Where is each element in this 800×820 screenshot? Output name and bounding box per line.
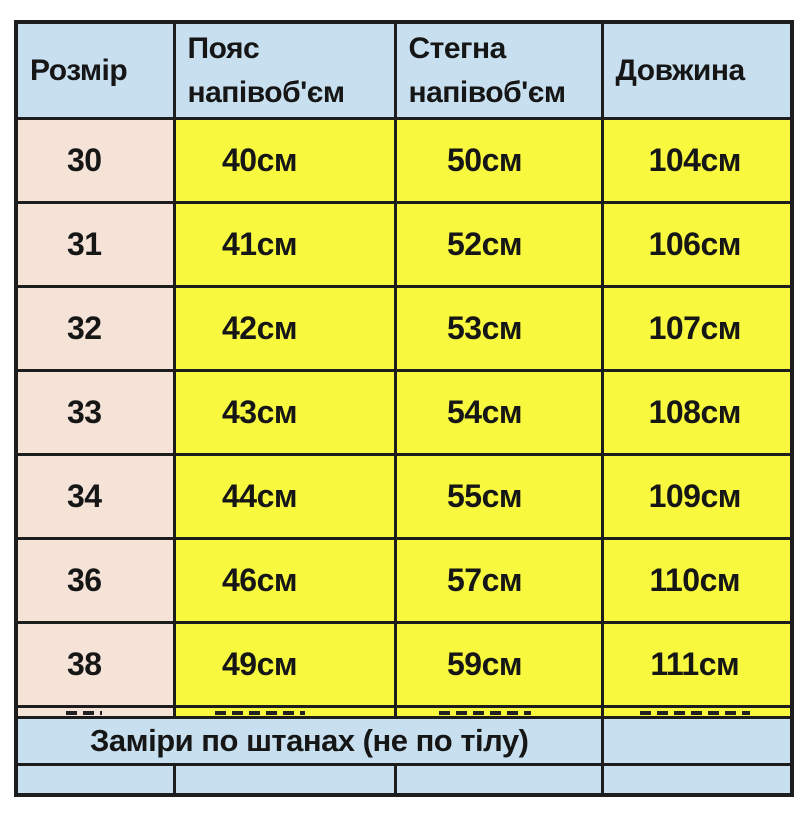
table-row-size-34: 34 44см 55см 109см [14, 453, 794, 540]
table-row-size-30: 30 40см 50см 104см [14, 117, 794, 204]
size-chart-table: Розмір Пояс напівоб'єм Стегна напівоб'єм… [14, 20, 794, 797]
size-cell: 32 [14, 285, 176, 372]
header-cell-waist: Пояс напівоб'єм [172, 20, 397, 120]
table-row-size-38: 38 49см 59см 111см [14, 621, 794, 708]
clipped-text-top [214, 711, 305, 715]
waist-value-cell: 42см [172, 285, 397, 372]
size-cell: 38 [14, 621, 176, 708]
clipped-hips-cell [393, 705, 604, 719]
hips-value-cell: 57см [393, 537, 604, 624]
waist-value-cell: 44см [172, 453, 397, 540]
empty-cell [600, 763, 794, 797]
clipped-text-top [66, 711, 103, 715]
size-cell: 30 [14, 117, 176, 204]
header-row: Розмір Пояс напівоб'єм Стегна напівоб'єм… [14, 20, 794, 120]
length-value-cell: 107см [600, 285, 794, 372]
clipped-length-cell [600, 705, 794, 719]
header-label-length: Довжина [615, 53, 746, 87]
size-cell: 31 [14, 201, 176, 288]
hips-value-cell: 59см [393, 621, 604, 708]
header-label-waist-line2: напівоб'єм [187, 75, 346, 109]
measurement-note-row: Заміри по штанах (не по тілу) [14, 716, 794, 766]
header-cell-length: Довжина [600, 20, 794, 120]
clipped-text-top [639, 711, 750, 715]
size-cell: 36 [14, 537, 176, 624]
empty-cell [172, 763, 397, 797]
waist-value-cell: 43см [172, 369, 397, 456]
waist-value-cell: 49см [172, 621, 397, 708]
empty-bottom-row [14, 763, 794, 797]
header-label-hips-line2: напівоб'єм [408, 75, 567, 109]
clipped-cut-off-row [14, 705, 794, 719]
hips-value-cell: 50см [393, 117, 604, 204]
size-cell: 34 [14, 453, 176, 540]
measurement-note-cell: Заміри по штанах (не по тілу) [14, 716, 604, 766]
table-row-size-36: 36 46см 57см 110см [14, 537, 794, 624]
length-value-cell: 110см [600, 537, 794, 624]
header-label-size: Розмір [30, 53, 128, 87]
waist-value-cell: 41см [172, 201, 397, 288]
waist-value-cell: 46см [172, 537, 397, 624]
clipped-text-top [438, 711, 531, 715]
header-label-hips-line1: Стегна [408, 32, 507, 65]
hips-value-cell: 52см [393, 201, 604, 288]
length-value-cell: 106см [600, 201, 794, 288]
header-cell-size: Розмір [14, 20, 176, 120]
empty-cell [393, 763, 604, 797]
length-value-cell: 111см [600, 621, 794, 708]
hips-value-cell: 53см [393, 285, 604, 372]
length-value-cell: 104см [600, 117, 794, 204]
empty-cell [14, 763, 176, 797]
length-value-cell: 109см [600, 453, 794, 540]
clipped-waist-cell [172, 705, 397, 719]
table-row-size-33: 33 43см 54см 108см [14, 369, 794, 456]
clipped-size-cell [14, 705, 176, 719]
table-row-size-32: 32 42см 53см 107см [14, 285, 794, 372]
table-row-size-31: 31 41см 52см 106см [14, 201, 794, 288]
header-cell-hips: Стегна напівоб'єм [393, 20, 604, 120]
hips-value-cell: 54см [393, 369, 604, 456]
waist-value-cell: 40см [172, 117, 397, 204]
length-value-cell: 108см [600, 369, 794, 456]
note-row-empty-cell [600, 716, 794, 766]
header-label-waist-line1: Пояс [187, 32, 260, 65]
size-cell: 33 [14, 369, 176, 456]
hips-value-cell: 55см [393, 453, 604, 540]
